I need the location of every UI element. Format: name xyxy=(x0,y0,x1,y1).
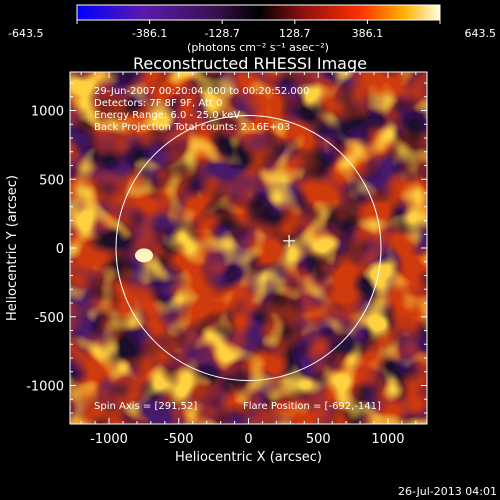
x-tick-label: 1000 xyxy=(371,432,404,447)
colorbar-tick-label: -128.7 xyxy=(204,27,239,40)
y-axis-label: Heliocentric Y (arcsec) xyxy=(5,175,20,321)
header-time-range: 29-Jun-2007 00:20:04.000 to 00:20:52.000 xyxy=(94,86,310,97)
flare-position-label: Flare Position = [-692,-141] xyxy=(243,401,381,412)
y-tick-label: -1000 xyxy=(26,380,64,395)
x-tick-label: -1000 xyxy=(90,432,128,447)
spin-axis-label: Spin Axis = [291,52] xyxy=(94,401,197,412)
y-tick-label: 1000 xyxy=(31,105,64,120)
spin-axis-marker xyxy=(283,234,296,247)
x-tick-label: 500 xyxy=(306,432,331,447)
colorbar-tick-label: 643.5 xyxy=(465,27,497,40)
colorbar-tick-label: 128.7 xyxy=(279,27,311,40)
y-tick-label: -500 xyxy=(34,311,64,326)
header-energy-range: Energy Range: 6.0 - 25.0 keV xyxy=(94,110,240,121)
heatmap-image xyxy=(70,72,427,424)
colorbar-gradient xyxy=(77,5,440,20)
colorbar-units: (photons cm⁻² s⁻¹ asec⁻²) xyxy=(187,41,329,54)
axes: -1000 -500 0 500 1000 -1000 -500 0 500 1000 xyxy=(26,72,427,447)
y-tick-label: 0 xyxy=(56,242,64,257)
colorbar-tick-label: -386.1 xyxy=(132,27,167,40)
y-tick-label: 500 xyxy=(39,173,64,188)
flare-source xyxy=(134,248,153,263)
chart-title: Reconstructed RHESSI Image xyxy=(133,54,367,73)
x-tick-label: -500 xyxy=(164,432,194,447)
colorbar: -643.5 -386.1 -128.7 128.7 386.1 643.5 (photo… xyxy=(8,4,496,54)
x-axis-label: Heliocentric X (arcsec) xyxy=(175,450,322,465)
colorbar-tick-label: 386.1 xyxy=(352,27,384,40)
x-tick-label: 0 xyxy=(244,432,252,447)
colorbar-frame xyxy=(76,4,441,21)
header-method-counts: Back Projection Total counts: 2.16E+03 xyxy=(94,122,290,133)
colorbar-tick-label: -643.5 xyxy=(8,27,43,40)
colorbar-ticks: -643.5 -386.1 -128.7 128.7 386.1 643.5 xyxy=(8,20,496,40)
image-panel: -1000 -500 0 500 1000 -1000 -500 0 500 1000 29-Ju… xyxy=(26,71,428,447)
header-detectors: Detectors: 7F 8F 9F, Att 0 xyxy=(94,98,222,109)
solar-limb-circle xyxy=(115,115,382,381)
timestamp: 26-Jul-2013 04:01 xyxy=(398,485,497,498)
